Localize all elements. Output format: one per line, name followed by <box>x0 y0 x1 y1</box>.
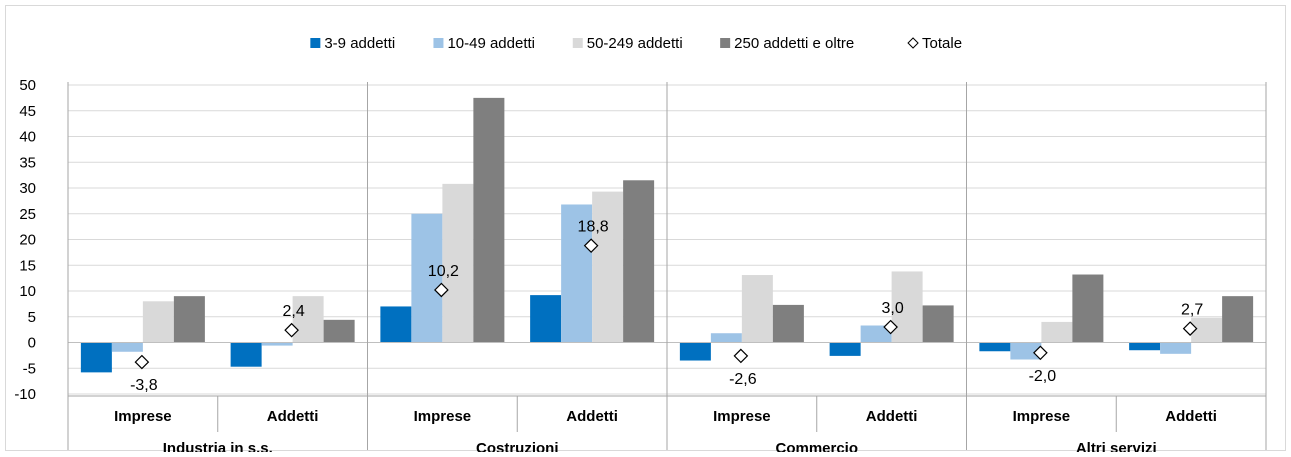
total-marker <box>883 319 898 335</box>
y-tick-label: 0 <box>28 335 36 352</box>
y-tick-label: 50 <box>19 77 36 94</box>
legend-label: 50-249 addetti <box>587 35 683 52</box>
bar <box>80 342 112 373</box>
total-marker <box>434 282 449 298</box>
bar <box>473 97 505 343</box>
total-data-label: -3,8 <box>130 377 158 394</box>
y-tick-label: 45 <box>19 103 36 120</box>
y-tick-label: 15 <box>19 257 36 274</box>
bar <box>442 183 474 343</box>
y-tick-label: 25 <box>19 206 36 223</box>
total-marker <box>1033 345 1048 361</box>
legend-swatch <box>907 37 919 49</box>
bar <box>679 342 711 361</box>
bar <box>1072 274 1104 343</box>
bar <box>922 305 954 343</box>
subcategory-label: Imprese <box>414 408 472 425</box>
bar <box>411 213 443 343</box>
bar <box>860 325 892 343</box>
subcategory-label: Imprese <box>713 408 771 425</box>
y-tick-label: 40 <box>19 129 36 146</box>
bar <box>1191 317 1223 343</box>
total-data-label: 18,8 <box>578 219 609 236</box>
total-marker <box>1182 321 1198 336</box>
bar <box>1160 342 1192 354</box>
bar <box>1129 342 1161 351</box>
bar-chart: 50454035302520151050-5-10-3,82,410,218,8… <box>14 35 1267 452</box>
subcategory-label: Imprese <box>114 408 172 425</box>
y-tick-label: 20 <box>19 232 36 249</box>
y-tick-label: 30 <box>19 180 36 197</box>
total-marker <box>284 322 299 338</box>
bar <box>592 191 624 343</box>
legend-label: 250 addetti e oltre <box>734 35 854 52</box>
bar <box>1041 321 1073 343</box>
legend-label: 3-9 addetti <box>324 35 395 52</box>
bar <box>142 301 174 343</box>
bar <box>1222 296 1254 343</box>
subcategory-label: Addetti <box>566 408 618 425</box>
bar <box>173 296 205 343</box>
total-data-label: 3,0 <box>882 300 904 317</box>
group-label: Industria in s.s. <box>163 440 273 452</box>
total-data-label: -2,0 <box>1029 368 1057 385</box>
total-data-label: -2,6 <box>729 371 757 388</box>
legend-swatch <box>310 38 321 48</box>
bar <box>741 275 773 343</box>
subcategory-label: Imprese <box>1013 408 1071 425</box>
subcategory-label: Addetti <box>1165 408 1217 425</box>
legend-swatch <box>720 38 731 48</box>
legend-swatch <box>572 38 583 48</box>
bar <box>1010 342 1042 360</box>
legend-swatch <box>433 38 444 48</box>
bar <box>111 342 143 352</box>
bar <box>530 295 562 343</box>
legend-label: 10-49 addetti <box>447 35 535 52</box>
y-tick-label: 35 <box>19 154 36 171</box>
y-tick-label: -10 <box>14 386 36 403</box>
total-marker <box>583 238 599 254</box>
bar <box>561 204 593 343</box>
bar <box>292 296 324 343</box>
total-data-label: 2,7 <box>1181 302 1203 319</box>
group-label: Costruzioni <box>476 440 559 452</box>
bar <box>261 342 293 346</box>
total-marker <box>733 348 749 364</box>
subcategory-label: Addetti <box>866 408 918 425</box>
bar <box>772 304 804 343</box>
y-tick-label: 5 <box>28 309 36 326</box>
group-label: Altri servizi <box>1076 440 1157 452</box>
bar <box>623 180 655 343</box>
subcategory-label: Addetti <box>267 408 319 425</box>
total-marker <box>134 354 150 370</box>
bar <box>829 342 861 356</box>
bar <box>323 319 355 343</box>
total-data-label: 2,4 <box>283 303 305 320</box>
group-label: Commercio <box>775 440 858 452</box>
chart-container: 50 45 40 35 30 25 20 15 10 5 0 -5 -10 -3,8 2,4 10,2 18,8… <box>5 5 1286 452</box>
bar <box>979 342 1011 352</box>
y-tick-label: -5 <box>23 360 36 377</box>
bar <box>891 271 923 343</box>
y-tick-label: 10 <box>19 283 36 300</box>
legend-label: Totale <box>922 35 962 52</box>
bar <box>230 342 262 367</box>
total-data-label: 10,2 <box>428 263 459 280</box>
bar <box>710 333 742 343</box>
bar <box>380 306 412 343</box>
